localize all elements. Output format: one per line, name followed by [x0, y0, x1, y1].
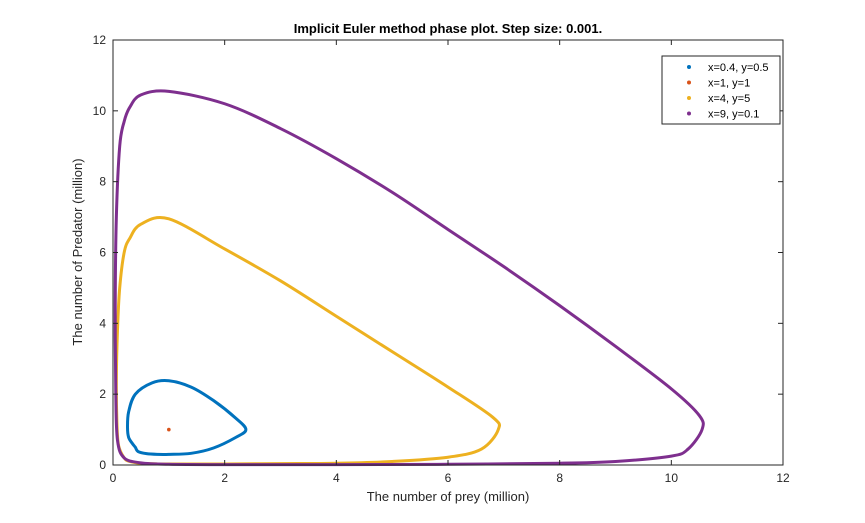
x-tick-label: 2 [221, 471, 228, 485]
axes-layer: 0 2 4 6 8 10 12 0 2 4 6 8 10 12 [93, 33, 790, 485]
x-tick-label: 12 [776, 471, 790, 485]
legend-marker-0 [687, 65, 691, 69]
y-tick-label: 8 [99, 175, 106, 189]
legend: x=0.4, y=0.5 x=1, y=1 x=4, y=5 x=9, y=0.1 [661, 55, 781, 125]
legend-label-0: x=0.4, y=0.5 [708, 62, 769, 74]
chart-title: Implicit Euler method phase plot. Step s… [294, 21, 602, 36]
y-axis-label: The number of Predator (million) [70, 158, 85, 345]
y-tick-label: 6 [99, 246, 106, 260]
legend-label-1: x=1, y=1 [708, 78, 750, 90]
x-tick-label: 6 [445, 471, 452, 485]
legend-box [661, 55, 781, 125]
y-tick-label: 4 [99, 316, 106, 330]
legend-marker-1 [687, 80, 691, 85]
legend-marker-3 [687, 111, 691, 116]
x-axis-label: The number of prey (million) [367, 489, 530, 504]
series-0-line [126, 378, 248, 456]
x-tick-label: 0 [110, 471, 117, 485]
y-tick-label: 0 [99, 458, 106, 472]
x-tick-label: 8 [556, 471, 563, 485]
y-tick-label: 10 [93, 104, 107, 118]
legend-label-3: x=9, y=0.1 [708, 109, 759, 121]
series-1-point [167, 427, 171, 432]
x-tick-label: 4 [333, 471, 340, 485]
x-tick-label: 10 [665, 471, 679, 485]
y-tick-label: 12 [93, 33, 107, 47]
y-tick-label: 2 [99, 387, 106, 401]
legend-marker-2 [687, 96, 691, 100]
legend-label-2: x=4, y=5 [708, 93, 750, 105]
